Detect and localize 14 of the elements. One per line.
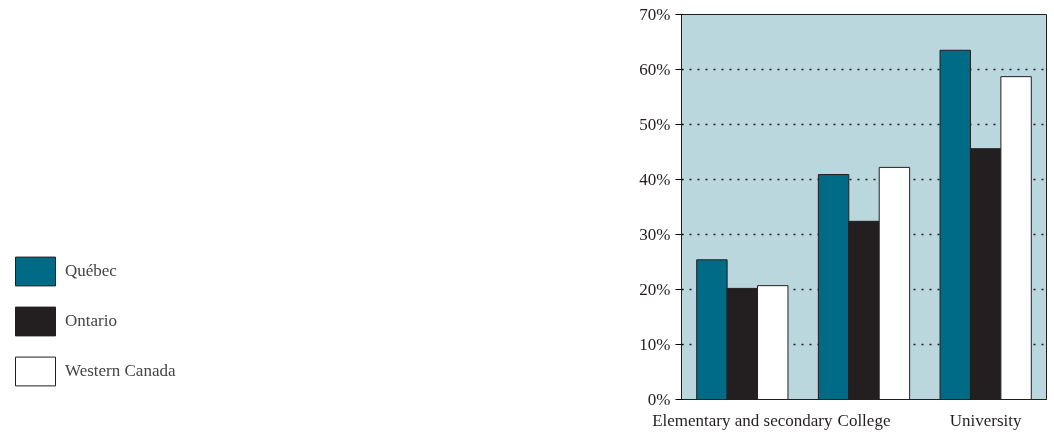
- y-tick-label: 60%: [639, 60, 671, 79]
- y-tick-label: 30%: [639, 225, 671, 244]
- y-tick-label: 50%: [639, 115, 671, 134]
- y-tick-label: 10%: [639, 335, 671, 354]
- legend-label: Québec: [65, 261, 118, 281]
- y-tick-label: 20%: [639, 280, 671, 299]
- x-tick-label: Elementary and secondary: [652, 410, 833, 430]
- x-tick-label: College: [837, 410, 891, 430]
- legend-label: Western Canada: [65, 361, 176, 381]
- y-tick-label: 0%: [647, 390, 671, 409]
- y-tick-label: 40%: [639, 170, 671, 189]
- y-tick-label: 70%: [639, 5, 671, 24]
- x-tick-label: University: [949, 410, 1023, 430]
- legend-label: Ontario: [65, 311, 118, 331]
